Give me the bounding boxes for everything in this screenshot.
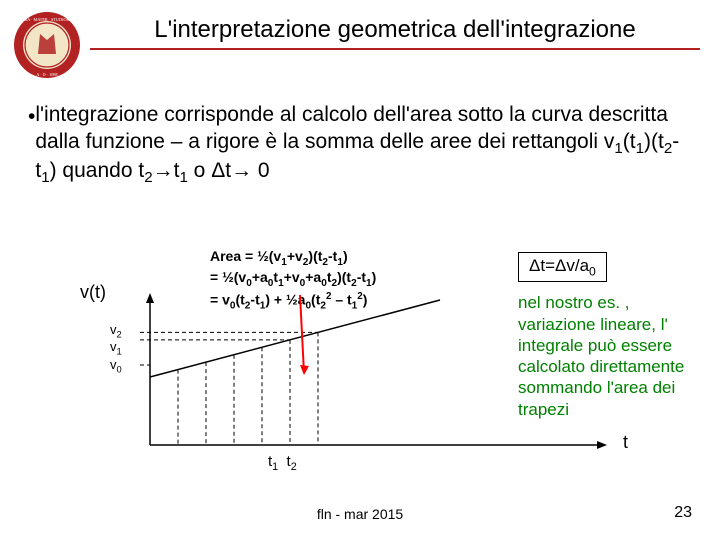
- velocity-chart: [140, 305, 460, 470]
- header: ALMA · MATER · STUDIORUM A · D · 1088 L'…: [0, 0, 720, 80]
- bullet-block: • l'integrazione corrisponde al calcolo …: [0, 80, 720, 188]
- svg-text:ALMA · MATER · STUDIORUM: ALMA · MATER · STUDIORUM: [18, 17, 76, 22]
- bullet-item: • l'integrazione corrisponde al calcolo …: [28, 102, 692, 188]
- title-underline: [90, 48, 700, 50]
- x-axis-label: t: [623, 432, 628, 453]
- v-axis-values: v2 v1 v0: [110, 323, 122, 375]
- area-formula: Area = ½(v1+v2)(t2-t1) = ½(v0+a0t1+v0+a0…: [210, 248, 376, 313]
- delta-t-formula: Δt=Δv/a0: [518, 252, 607, 282]
- green-note: nel nostro es. , variazione lineare, l' …: [518, 292, 688, 420]
- title-block: L'interpretazione geometrica dell'integr…: [82, 10, 708, 50]
- page-number: 23: [674, 504, 692, 522]
- svg-text:A · D · 1088: A · D · 1088: [36, 72, 57, 77]
- bullet-text: l'integrazione corrisponde al calcolo de…: [35, 103, 668, 153]
- right-column: Δt=Δv/a0 nel nostro es. , variazione lin…: [518, 252, 688, 420]
- page-title: L'interpretazione geometrica dell'integr…: [82, 16, 708, 44]
- footer-center: fln - mar 2015: [0, 506, 720, 522]
- university-seal: ALMA · MATER · STUDIORUM A · D · 1088: [12, 10, 82, 80]
- t-axis-values: t1 t2: [268, 453, 297, 473]
- y-axis-label: v(t): [80, 282, 106, 303]
